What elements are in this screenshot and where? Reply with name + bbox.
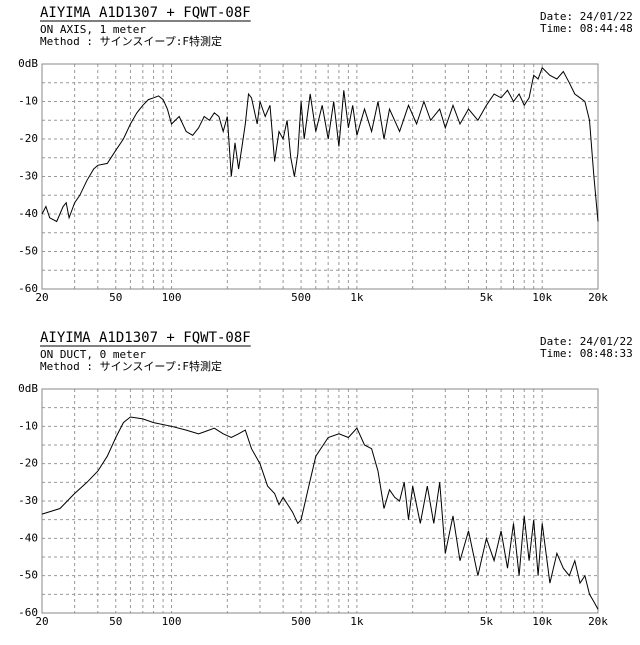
x-tick-label: 500: [291, 291, 311, 304]
y-tick-label: -10: [18, 95, 38, 108]
y-tick-label: -40: [18, 207, 38, 220]
x-tick-label: 500: [291, 615, 311, 628]
x-tick-label: 20k: [588, 291, 608, 304]
x-tick-label: 5k: [480, 291, 494, 304]
y-tick-label: 0dB: [18, 382, 38, 395]
x-tick-label: 10k: [532, 291, 552, 304]
y-tick-label: -20: [18, 132, 38, 145]
plot-frame: [41, 388, 599, 614]
y-tick-label: -30: [18, 494, 38, 507]
x-tick-label: 5k: [480, 615, 494, 628]
x-tick-label: 20k: [588, 615, 608, 628]
y-tick-label: -10: [18, 419, 38, 432]
y-tick-label: -20: [18, 457, 38, 470]
date: Date: 24/01/22: [540, 335, 633, 348]
x-tick-label: 20: [35, 615, 48, 628]
y-tick-label: -60: [18, 606, 38, 619]
y-tick-label: -30: [18, 170, 38, 183]
x-tick-label: 50: [109, 291, 122, 304]
x-tick-label: 100: [162, 615, 182, 628]
response-line: [41, 66, 599, 223]
y-tick-label: -40: [18, 531, 38, 544]
y-tick-label: 0dB: [18, 57, 38, 70]
date: Date: 24/01/22: [540, 10, 633, 23]
time: Time: 08:48:33: [540, 347, 633, 360]
x-tick-label: 50: [109, 615, 122, 628]
subtitle: Method : サインスイープ:F特測定: [40, 34, 222, 48]
y-tick-label: -50: [18, 569, 38, 582]
subtitle: Method : サインスイープ:F特測定: [40, 359, 222, 373]
x-tick-label: 10k: [532, 615, 552, 628]
y-tick-label: -60: [18, 282, 38, 295]
chart-title: AIYIMA A1D1307 + FQWT-08F: [40, 5, 251, 21]
x-tick-label: 20: [35, 291, 48, 304]
response-line: [41, 416, 599, 610]
x-tick-label: 100: [162, 291, 182, 304]
y-tick-label: -50: [18, 245, 38, 258]
subtitle: ON DUCT, 0 meter: [40, 348, 146, 361]
x-tick-label: 1k: [350, 291, 364, 304]
x-tick-label: 1k: [350, 615, 364, 628]
chart-title: AIYIMA A1D1307 + FQWT-08F: [40, 330, 251, 346]
plot-frame: [41, 63, 599, 290]
time: Time: 08:44:48: [540, 22, 633, 35]
subtitle: ON AXIS, 1 meter: [40, 23, 146, 36]
